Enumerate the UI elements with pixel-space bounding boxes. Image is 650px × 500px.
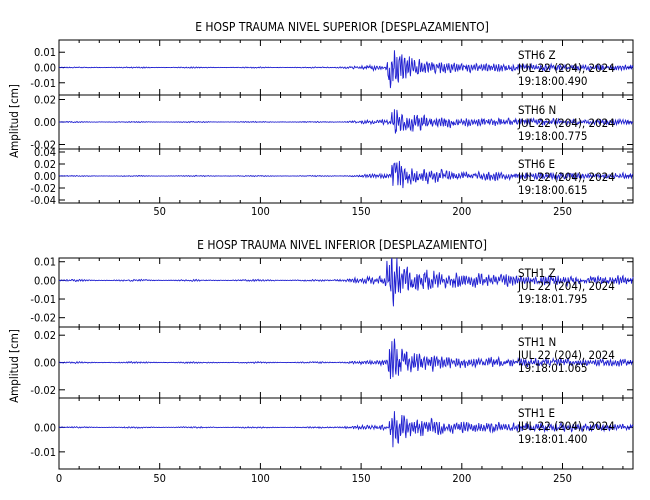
y-tick-label: -0.01 [30,446,56,459]
y-tick-label: -0.01 [30,293,56,306]
y-tick-label: 0.00 [34,357,56,370]
station-label: STH6 N [518,103,556,117]
time-label: 19:18:01.065 [518,361,588,375]
time-label: 19:18:00.615 [518,183,588,197]
x-tick-label: 100 [251,205,270,218]
date-label: JUL 22 (204), 2024 [517,61,615,75]
station-label: STH6 Z [518,48,556,62]
chart-title: E HOSP TRAUMA NIVEL SUPERIOR [DESPLAZAMI… [195,20,489,34]
y-tick-label: 0.00 [34,274,56,287]
date-label: JUL 22 (204), 2024 [517,419,615,433]
x-tick-label: 50 [153,472,166,485]
series-line [58,160,634,189]
y-tick-label: -0.02 [30,312,56,325]
station-label: STH1 Z [518,266,556,280]
y-tick-label: -0.04 [30,194,56,207]
chart-group-1: E HOSP TRAUMA NIVEL SUPERIOR [DESPLAZAMI… [7,20,634,218]
series-line [58,109,634,134]
chart-title: E HOSP TRAUMA NIVEL INFERIOR [DESPLAZAMI… [197,238,487,252]
x-tick-label: 150 [352,205,371,218]
time-label: 19:18:00.775 [518,129,588,143]
y-tick-label: 0.04 [34,146,56,159]
x-tick-label: 250 [553,205,572,218]
station-label: STH1 N [518,335,556,349]
x-tick-label: 200 [452,472,471,485]
y-axis-label: Amplitud [cm] [7,84,21,158]
y-tick-label: -0.01 [30,77,56,90]
y-tick-label: -0.02 [30,384,56,397]
x-tick-label: 50 [153,205,166,218]
station-label: STH1 E [518,406,555,420]
y-tick-label: 0.00 [34,62,56,75]
date-label: JUL 22 (204), 2024 [517,348,615,362]
x-tick-label: 150 [352,472,371,485]
date-label: JUL 22 (204), 2024 [517,116,615,130]
x-tick-label: 0 [56,472,62,485]
y-tick-label: 0.01 [34,256,56,269]
y-tick-label: 0.02 [34,329,56,342]
series-line [58,50,634,89]
time-label: 19:18:01.400 [518,432,588,446]
y-tick-label: 0.00 [34,170,56,183]
x-tick-label: 250 [553,472,572,485]
y-tick-label: 0.00 [34,421,56,434]
series-line [58,411,634,448]
chart-group-2: E HOSP TRAUMA NIVEL INFERIOR [DESPLAZAMI… [7,238,634,485]
series-line [58,257,634,307]
date-label: JUL 22 (204), 2024 [517,170,615,184]
y-tick-label: 0.02 [34,94,56,107]
y-tick-label: 0.02 [34,158,56,171]
y-axis-label: Amplitud [cm] [7,329,21,403]
panel-frame [58,397,634,470]
date-label: JUL 22 (204), 2024 [517,279,615,293]
time-label: 19:18:01.795 [518,292,588,306]
series-line [58,338,634,380]
time-label: 19:18:00.490 [518,74,588,88]
y-tick-label: 0.00 [34,116,56,129]
x-tick-label: 100 [251,472,270,485]
y-tick-label: 0.01 [34,46,56,59]
y-tick-label: -0.02 [30,139,56,152]
station-label: STH6 E [518,157,555,171]
y-tick-label: -0.02 [30,182,56,195]
x-tick-label: 200 [452,205,471,218]
